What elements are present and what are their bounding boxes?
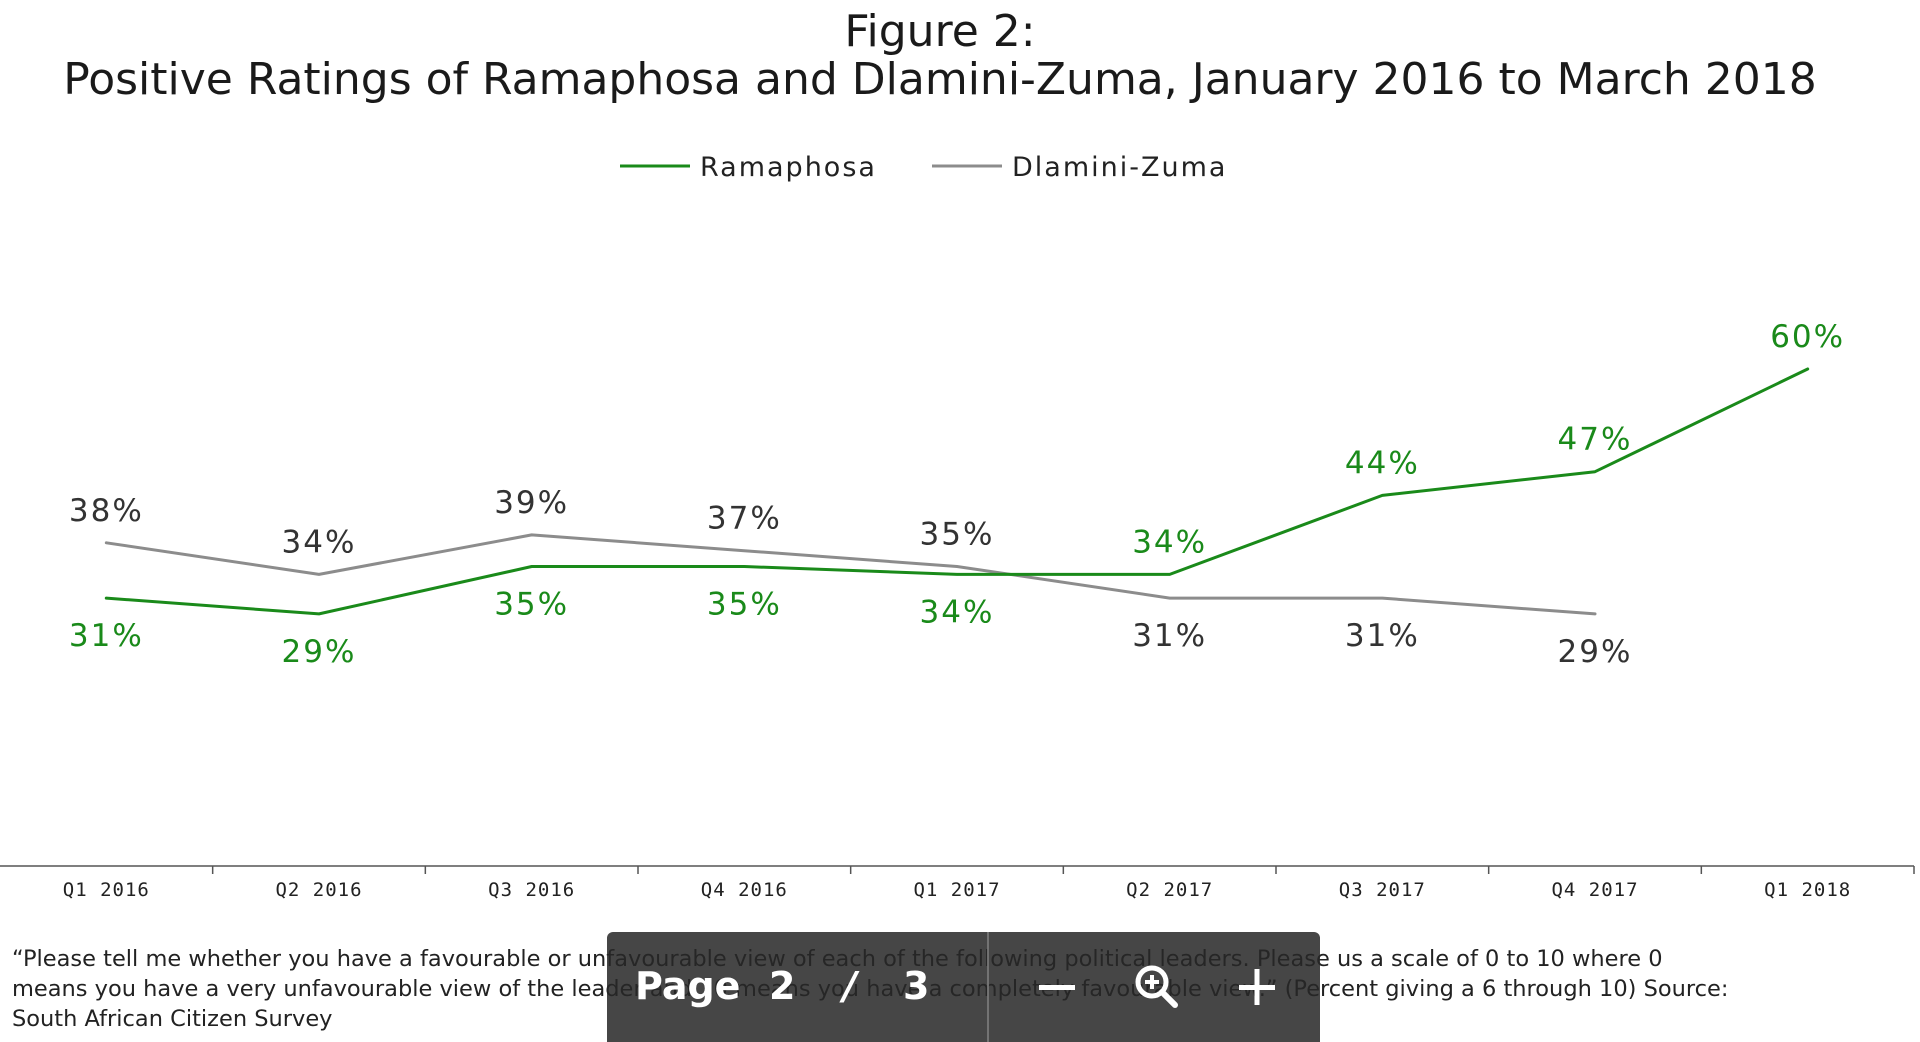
magnifier-plus-icon [1135, 965, 1178, 1008]
legend-label: Dlamini-Zuma [1012, 152, 1227, 183]
x-tick-label: Q4 2016 [701, 879, 788, 901]
legend-label: Ramaphosa [700, 152, 877, 183]
x-tick-label: Q1 2018 [1764, 879, 1851, 901]
zoom-in-button[interactable] [1207, 932, 1307, 1042]
data-label: 29% [1558, 634, 1633, 670]
series-line-ramaphosa [104, 367, 1810, 616]
x-tick-label: Q1 2016 [63, 879, 150, 901]
data-label: 31% [69, 618, 144, 654]
data-labels: 31% 29% 35% 35% 34% 34% 44% 47% 60% 38% 34% 39% 37% 3… [69, 319, 1845, 670]
x-tick-label: Q2 2016 [275, 879, 362, 901]
page-indicator: Page 2 / 3 [607, 932, 987, 1042]
data-label: 34% [282, 524, 357, 560]
data-label: 39% [494, 485, 569, 521]
line-chart: Ramaphosa Dlamini-Zuma Q1 2016 Q2 2016 Q3 2… [0, 152, 1915, 901]
data-label: 38% [69, 493, 144, 529]
chart-title: Positive Ratings of Ramaphosa and Dlamin… [63, 54, 1817, 105]
toolbar-divider [987, 932, 989, 1042]
page-separator: / [843, 964, 857, 1008]
x-tick-label: Q1 2017 [913, 879, 1000, 901]
page-label: Page [635, 964, 741, 1008]
zoom-out-button[interactable] [1007, 932, 1107, 1042]
series-lines [104, 367, 1810, 616]
x-tick-label: Q3 2016 [488, 879, 575, 901]
data-label: 35% [707, 587, 782, 623]
data-label: 34% [920, 594, 995, 630]
x-tick-label: Q4 2017 [1551, 879, 1638, 901]
x-tick-label: Q3 2017 [1339, 879, 1426, 901]
series-line-dlamini-zuma [104, 533, 1597, 616]
footnote-line: South African Citizen Survey [12, 1006, 333, 1032]
data-label: 34% [1132, 524, 1207, 560]
x-axis: Q1 2016 Q2 2016 Q3 2016 Q4 2016 Q1 2017 Q2 20… [0, 865, 1915, 901]
data-label: 60% [1770, 319, 1845, 355]
plus-icon [1239, 969, 1275, 1005]
data-label: 31% [1132, 618, 1207, 654]
current-page-number[interactable]: 2 [769, 964, 796, 1008]
minus-icon [1039, 985, 1075, 990]
data-label: 37% [707, 501, 782, 537]
data-label: 35% [920, 517, 995, 553]
pdf-page-toolbar: Page 2 / 3 [607, 932, 1320, 1042]
data-label: 47% [1558, 422, 1633, 458]
data-label: 31% [1345, 618, 1420, 654]
zoom-reset-button[interactable] [1107, 932, 1207, 1042]
figure-number: Figure 2: [844, 6, 1036, 57]
legend: Ramaphosa Dlamini-Zuma [620, 152, 1227, 183]
data-label: 35% [494, 587, 569, 623]
data-label: 29% [282, 634, 357, 670]
total-pages: 3 [903, 964, 930, 1008]
x-tick-label: Q2 2017 [1126, 879, 1213, 901]
data-label: 44% [1345, 445, 1420, 481]
